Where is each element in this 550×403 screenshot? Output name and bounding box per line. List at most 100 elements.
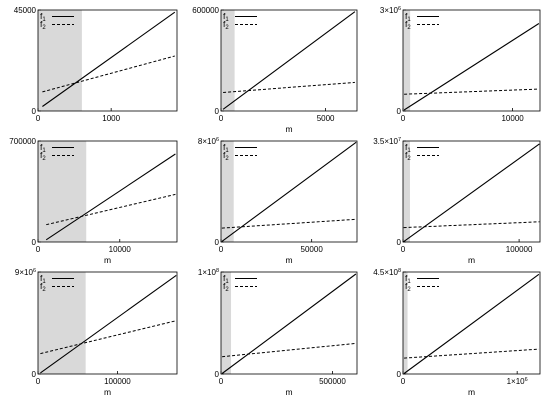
series-f1-line [222,11,356,110]
x-axis-label: m [285,124,292,134]
plot-frame [37,140,178,243]
series-f2-line [404,348,539,359]
series-f1-line [40,274,177,374]
legend-label-f2: f2 [405,19,411,31]
y-tick-label: 8×106 [198,137,219,146]
y-tick-label: 3×106 [380,6,401,15]
shaded-region [403,272,408,374]
series-f1-line [221,141,357,242]
x-tick-label: 1×106 [507,377,528,386]
y-tick-label: 45000 [14,6,37,15]
x-tick-label: 500000 [319,377,346,386]
series-f1-line [403,273,540,374]
x-tick-label: 100000 [506,245,533,254]
legend-label-f2: f2 [223,19,229,31]
x-tick-label: 0 [36,377,41,386]
series-f1-line [45,153,176,241]
shaded-region [221,10,235,111]
legend-label-f2: f2 [40,281,46,293]
series-f1-line [403,143,540,243]
x-tick-label: 0 [219,377,224,386]
y-tick-label: 9×106 [15,268,36,277]
y-tick-label: 700000 [9,137,36,146]
y-tick-label: 0 [397,238,402,247]
shaded-region [403,141,410,242]
legend-label-f1: f1 [405,273,411,285]
plot-frame [402,9,541,112]
x-tick-label: 0 [219,114,224,123]
x-tick-label: 0 [219,245,224,254]
legend-label-f2: f2 [405,150,411,162]
legend-label-f1: f1 [40,142,46,154]
series-f1-line [42,11,176,107]
series-f2-line [42,55,175,93]
x-axis-label: m [104,255,111,265]
shaded-region [403,10,411,111]
plot-frame [37,9,178,112]
series-f2-line [40,320,177,355]
plot-frame [220,9,358,112]
shaded-region [38,141,87,242]
x-tick-label: 1000 [102,114,120,123]
y-tick-label: 0 [215,238,220,247]
x-tick-label: 0 [36,114,41,123]
legend-label-f2: f2 [40,150,46,162]
legend-label-f1: f1 [40,273,46,285]
series-f2-line [403,221,540,229]
series-f2-line [223,81,355,93]
y-tick-label: 600000 [192,6,219,15]
y-tick-label: 0 [215,107,220,116]
legend-label-f1: f1 [40,11,46,23]
y-tick-label: 4.5×108 [373,268,401,277]
legend-label-f2: f2 [40,19,46,31]
x-axis-label: m [468,255,475,265]
x-tick-label: 10000 [109,245,132,254]
legend-label-f2: f2 [405,281,411,293]
y-tick-label: 0 [397,107,402,116]
x-tick-label: 10000 [501,114,524,123]
shaded-region [221,272,232,374]
x-tick-label: 0 [401,377,406,386]
plot-frame [220,271,358,375]
x-axis-label: m [104,387,111,397]
legend-label-f2: f2 [223,150,229,162]
y-tick-label: 0 [397,370,402,379]
series-f1-line [221,273,357,374]
plot-frame [220,140,358,243]
legend-label-f1: f1 [405,11,411,23]
plot-frame [402,140,541,243]
legend-label-f1: f1 [405,142,411,154]
y-tick-label: 0 [215,370,220,379]
series-f1-line [403,23,540,111]
series-f2-line [46,193,176,226]
x-tick-label: 0 [401,114,406,123]
x-axis-label: m [285,255,292,265]
plot-frame [402,271,541,375]
x-tick-label: 0 [401,245,406,254]
x-tick-label: 100000 [104,377,131,386]
x-axis-label: m [285,387,292,397]
y-tick-label: 0 [32,107,37,116]
legend-label-f1: f1 [223,273,229,285]
y-tick-label: 0 [32,238,37,247]
x-tick-label: 50000 [301,245,324,254]
series-f2-line [222,342,356,358]
shaded-region [221,141,234,242]
